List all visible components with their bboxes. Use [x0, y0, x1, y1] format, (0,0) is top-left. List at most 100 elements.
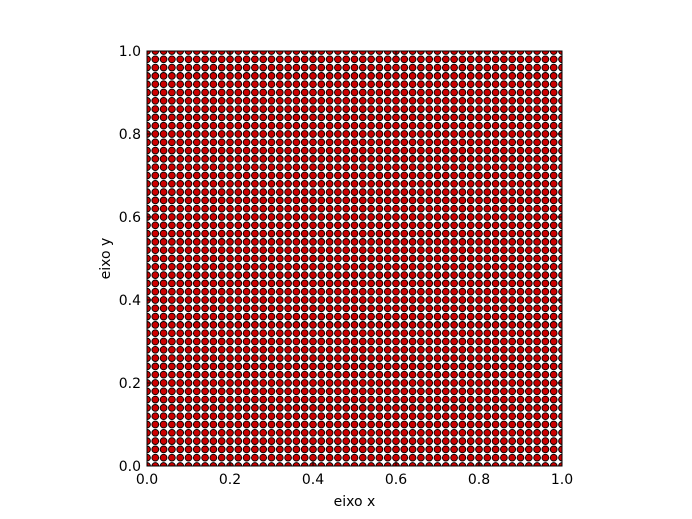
data-point: [450, 204, 458, 213]
data-point: [201, 80, 209, 89]
data-point: [342, 51, 351, 55]
data-point: [242, 428, 251, 437]
data-point: [309, 404, 317, 412]
data-point: [226, 437, 234, 445]
data-point: [201, 204, 209, 213]
data-point: [500, 354, 508, 362]
data-point: [300, 312, 309, 321]
data-point: [533, 72, 541, 80]
data-point: [259, 204, 268, 213]
data-point: [508, 204, 517, 213]
data-point: [284, 428, 292, 437]
data-point: [317, 337, 326, 346]
data-point: [259, 55, 268, 64]
data-point: [159, 362, 168, 371]
data-point: [334, 254, 342, 263]
data-point: [300, 420, 309, 429]
data-point: [392, 221, 400, 230]
data-point: [475, 412, 483, 421]
data-point: [159, 113, 168, 122]
data-point: [209, 329, 218, 338]
data-point: [533, 445, 541, 454]
data-point: [516, 213, 525, 221]
data-point: [500, 113, 508, 122]
data-point: [217, 196, 226, 205]
data-point: [375, 420, 384, 429]
data-point: [275, 462, 284, 466]
data-point: [284, 196, 292, 205]
data-point: [508, 213, 517, 221]
data-point: [292, 287, 301, 296]
data-point: [334, 437, 342, 445]
data-point: [168, 345, 176, 354]
data-point: [500, 221, 508, 230]
data-point: [251, 246, 259, 255]
data-point: [549, 130, 558, 138]
data-point: [392, 395, 400, 404]
data-point: [209, 88, 218, 97]
data-point: [201, 271, 209, 279]
data-point: [259, 96, 268, 105]
data-point: [516, 345, 525, 354]
data-point: [184, 428, 193, 437]
data-point: [325, 80, 334, 89]
data-point: [441, 80, 450, 89]
data-point: [483, 404, 492, 412]
data-point: [226, 105, 234, 113]
data-point: [325, 171, 334, 180]
data-point: [309, 72, 317, 80]
data-point: [516, 279, 525, 288]
data-point: [151, 271, 160, 279]
data-point: [441, 246, 450, 255]
data-point: [516, 337, 525, 346]
data-point: [408, 196, 417, 205]
data-point: [168, 370, 176, 379]
data-point: [292, 238, 301, 246]
data-point: [417, 296, 425, 304]
data-point: [508, 462, 517, 466]
data-point: [325, 428, 334, 437]
data-point: [475, 130, 483, 138]
data-point: [483, 221, 492, 230]
data-point: [275, 80, 284, 89]
data-point: [433, 63, 442, 72]
y-axis-label: eixo y: [98, 238, 114, 280]
data-point: [217, 453, 226, 462]
data-point: [300, 345, 309, 354]
data-point: [500, 420, 508, 429]
data-point: [284, 345, 292, 354]
data-point: [400, 387, 409, 396]
data-point: [317, 171, 326, 180]
data-point: [226, 155, 234, 163]
data-point: [226, 420, 234, 429]
data-point: [309, 130, 317, 138]
data-point: [267, 354, 276, 362]
data-point: [176, 130, 185, 138]
data-point: [491, 80, 500, 89]
data-point: [168, 221, 176, 230]
data-point: [508, 72, 517, 80]
data-point: [450, 63, 458, 72]
data-point: [541, 420, 550, 429]
data-point: [425, 337, 434, 346]
data-point: [275, 221, 284, 230]
data-point: [242, 296, 251, 304]
data-point: [392, 437, 400, 445]
data-point: [392, 121, 400, 130]
data-point: [417, 96, 425, 105]
data-point: [292, 130, 301, 138]
data-point: [533, 287, 541, 296]
y-tick-label: 0.8: [119, 127, 141, 143]
data-point: [533, 321, 541, 329]
data-point: [201, 238, 209, 246]
data-point: [508, 395, 517, 404]
data-point: [425, 321, 434, 329]
data-point: [300, 63, 309, 72]
data-point: [192, 428, 201, 437]
data-point: [383, 420, 392, 429]
data-point: [251, 196, 259, 205]
data-point: [292, 462, 301, 466]
x-tick-label: 0.4: [302, 472, 324, 488]
data-point: [350, 420, 359, 429]
data-point: [334, 287, 342, 296]
